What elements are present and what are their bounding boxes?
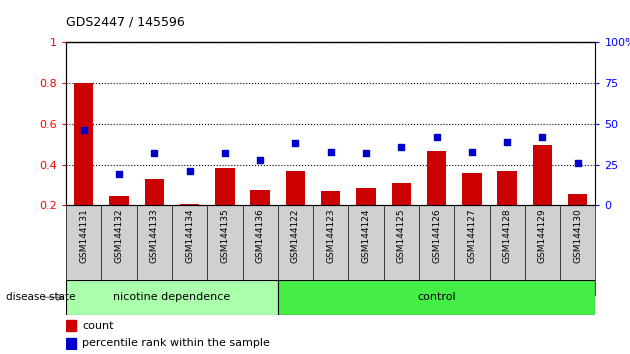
Bar: [321, 191, 340, 205]
Point: [396, 144, 406, 149]
Bar: [384, 205, 419, 295]
Bar: [427, 152, 446, 205]
Point: [502, 139, 512, 145]
Bar: [66, 320, 76, 331]
Bar: [278, 205, 313, 295]
Text: percentile rank within the sample: percentile rank within the sample: [82, 338, 270, 348]
Point: [79, 127, 89, 133]
Bar: [454, 205, 490, 295]
Point: [467, 149, 477, 154]
Bar: [490, 205, 525, 295]
Bar: [525, 205, 560, 295]
Bar: [392, 183, 411, 205]
Point: [326, 149, 336, 154]
Bar: [101, 205, 137, 295]
Text: GDS2447 / 145596: GDS2447 / 145596: [66, 15, 185, 28]
Text: disease state: disease state: [6, 292, 76, 302]
Bar: [568, 194, 587, 205]
Bar: [172, 205, 207, 295]
Bar: [110, 196, 129, 205]
Point: [185, 168, 195, 174]
Bar: [66, 280, 278, 315]
Point: [290, 141, 301, 146]
Point: [114, 172, 124, 177]
Text: count: count: [82, 321, 113, 331]
Bar: [498, 171, 517, 205]
Bar: [74, 83, 93, 205]
Point: [220, 150, 230, 156]
Point: [573, 160, 583, 166]
Text: nicotine dependence: nicotine dependence: [113, 292, 231, 302]
Bar: [533, 145, 552, 205]
Bar: [66, 338, 76, 349]
Bar: [560, 205, 595, 295]
Bar: [419, 205, 454, 295]
Bar: [180, 204, 199, 205]
Point: [149, 150, 159, 156]
Point: [361, 150, 371, 156]
Point: [432, 134, 442, 140]
Bar: [286, 171, 305, 205]
Point: [537, 134, 547, 140]
Bar: [207, 205, 243, 295]
Bar: [215, 168, 234, 205]
Bar: [462, 173, 481, 205]
Bar: [243, 205, 278, 295]
Bar: [137, 205, 172, 295]
Bar: [66, 205, 101, 295]
Bar: [278, 280, 595, 315]
Bar: [145, 179, 164, 205]
Text: control: control: [417, 292, 456, 302]
Bar: [357, 188, 375, 205]
Bar: [313, 205, 348, 295]
Bar: [348, 205, 384, 295]
Point: [255, 157, 265, 162]
Bar: [251, 190, 270, 205]
